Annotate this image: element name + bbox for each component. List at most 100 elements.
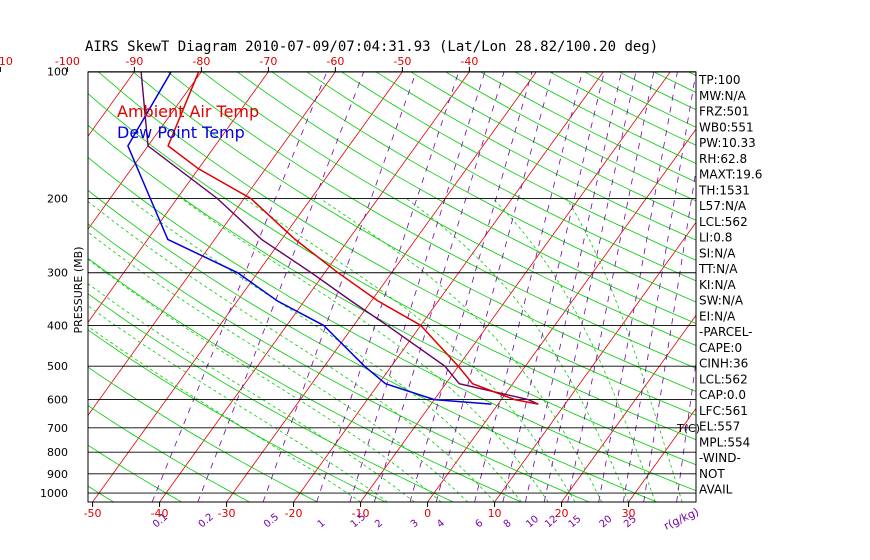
bottom-temperature-label: 10 bbox=[488, 507, 502, 520]
index-entry: PW:10.33 bbox=[699, 136, 756, 150]
index-entry: TT:N/A bbox=[698, 262, 738, 276]
dry-adiabat-line bbox=[88, 189, 658, 502]
mixing-ratio-label: 3 bbox=[409, 518, 421, 531]
dry-adiabat-line bbox=[410, 72, 696, 221]
index-entry: KI:N/A bbox=[699, 278, 736, 292]
dry-adiabat-line bbox=[201, 72, 696, 346]
legend: Ambient Air Temp Dew Point Temp bbox=[117, 102, 259, 142]
mixing-ratio-line bbox=[474, 72, 583, 502]
mixing-ratio-line bbox=[502, 72, 605, 502]
index-entry: EL:557 bbox=[699, 420, 740, 434]
pressure-tick-label: 400 bbox=[47, 319, 68, 332]
isotherm-line bbox=[88, 72, 202, 230]
parcel-profile-line bbox=[140, 72, 539, 405]
pressure-tick-label: 500 bbox=[47, 360, 68, 373]
pressure-tick-label: 200 bbox=[47, 193, 68, 206]
mixing-ratio-line bbox=[567, 72, 655, 502]
top-temperature-label: -60 bbox=[326, 55, 344, 68]
pressure-tick-label: 300 bbox=[47, 267, 68, 280]
moist-adiabat-line bbox=[244, 198, 576, 502]
mixing-ratio-line bbox=[316, 72, 460, 502]
bottom-temperature-axis: -50 -40 -30 -20 -10 0 10 20 30 bbox=[84, 502, 636, 520]
index-entry: SI:N/A bbox=[699, 246, 736, 260]
dry-adiabat-line bbox=[88, 223, 590, 502]
dry-adiabat-line bbox=[167, 72, 696, 369]
top-temperature-label: -50 bbox=[393, 55, 411, 68]
mixing-ratio-line bbox=[525, 72, 622, 502]
mixing-ratio-unit-label: r(g/kg) bbox=[662, 505, 701, 532]
index-entry: -WIND- bbox=[699, 451, 741, 465]
isotherm-line bbox=[561, 314, 696, 502]
dry-adiabat-line bbox=[88, 405, 250, 502]
isotherm-line bbox=[763, 72, 870, 502]
isotherm-line bbox=[427, 128, 696, 502]
isotherm-line bbox=[92, 72, 403, 502]
index-entry: TH:1531 bbox=[698, 183, 750, 197]
isotherm-line bbox=[628, 407, 696, 502]
moist-adiabat-line bbox=[88, 200, 495, 502]
isotherm-line bbox=[88, 72, 135, 137]
bottom-temperature-label: 20 bbox=[555, 507, 569, 520]
dry-adiabat-line bbox=[88, 366, 318, 502]
dry-adiabat-line bbox=[340, 72, 696, 261]
dry-adiabat-line bbox=[375, 72, 696, 241]
dry-adiabat-line bbox=[306, 72, 696, 282]
bottom-temperature-label: -30 bbox=[218, 507, 236, 520]
mixing-ratio-label: 1 bbox=[316, 518, 328, 531]
moist-adiabat-line bbox=[88, 258, 442, 502]
mixing-ratio-line bbox=[622, 72, 696, 502]
pressure-tick-label: 800 bbox=[47, 446, 68, 459]
top-temperature-label: -70 bbox=[259, 55, 277, 68]
mixing-ratio-line bbox=[151, 72, 328, 502]
index-entry: SW:N/A bbox=[699, 294, 744, 308]
isotherm-line bbox=[0, 72, 67, 502]
mixing-ratio-line bbox=[197, 72, 365, 502]
dry-adiabat-line bbox=[444, 72, 696, 202]
index-entry: CAPE:0 bbox=[699, 341, 742, 355]
top-temperature-axis: -120-110-100-90-80-70-60-50-40 bbox=[0, 55, 478, 72]
mixing-ratio-lines bbox=[151, 72, 696, 502]
dry-adiabat-line bbox=[132, 72, 696, 392]
index-entry: CAP:0.0 bbox=[699, 388, 746, 402]
moist-adiabat-line bbox=[88, 283, 415, 502]
pressure-tick-label: 100 bbox=[47, 66, 68, 79]
pressure-tick-label: 600 bbox=[47, 394, 68, 407]
bottom-temperature-label: 30 bbox=[622, 507, 636, 520]
mixing-ratio-line bbox=[543, 72, 637, 502]
dry-adiabat-line bbox=[88, 444, 182, 502]
isotherm-line bbox=[494, 221, 696, 502]
y-axis-label: PRESSURE (MB) bbox=[72, 247, 85, 334]
top-temperature-label: -40 bbox=[460, 55, 478, 68]
dry-adiabat-line bbox=[88, 257, 522, 502]
pressure-axis: 100 200 300 400 500 600 700 800 900 1000 bbox=[40, 66, 68, 500]
moist-adiabat-line bbox=[566, 198, 683, 502]
temperature-unit-label: T(C) bbox=[676, 422, 700, 435]
index-entry: MPL:554 bbox=[699, 435, 750, 449]
sounding-profiles bbox=[127, 72, 539, 405]
moist-adiabat-line bbox=[88, 231, 469, 502]
moist-adiabat-line bbox=[406, 198, 629, 502]
index-entry: MAXT:19.6 bbox=[699, 168, 762, 182]
isotherm-line bbox=[88, 72, 269, 323]
moist-adiabat-line bbox=[88, 325, 361, 502]
mixing-ratio-line bbox=[676, 359, 696, 502]
index-entry: L57:N/A bbox=[699, 199, 747, 213]
bottom-temperature-label: 0 bbox=[424, 507, 431, 520]
index-entry: LFC:561 bbox=[699, 404, 748, 418]
index-entry: -PARCEL- bbox=[699, 325, 753, 339]
index-entry: FRZ:501 bbox=[699, 105, 749, 119]
legend-ambient-air-temp: Ambient Air Temp bbox=[117, 102, 259, 121]
index-entry: AVAIL bbox=[699, 483, 733, 497]
dry-adiabat-line bbox=[97, 72, 696, 416]
mixing-ratio-line bbox=[643, 167, 696, 502]
index-entry: LCL:562 bbox=[699, 215, 748, 229]
mixing-ratio-label: 6 bbox=[473, 518, 485, 531]
index-entry: WB0:551 bbox=[699, 120, 754, 134]
isotherm-line bbox=[159, 72, 470, 502]
moist-adiabat-line bbox=[181, 198, 549, 502]
mixing-ratio-label: 0.2 bbox=[197, 512, 216, 531]
pressure-tick-label: 900 bbox=[47, 468, 68, 481]
index-entry: EI:N/A bbox=[699, 309, 736, 323]
